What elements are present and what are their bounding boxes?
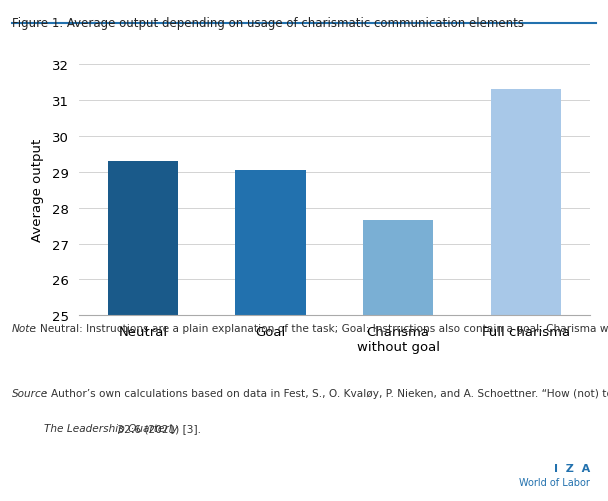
Text: The Leadership Quarterly: The Leadership Quarterly <box>44 423 178 433</box>
Bar <box>363 221 434 501</box>
Bar <box>235 171 306 501</box>
Text: : Neutral: Instructions are a plain explanation of the task; Goal: Instructions : : Neutral: Instructions are a plain expl… <box>33 323 608 333</box>
Text: World of Labor: World of Labor <box>519 477 590 487</box>
Text: Source: Source <box>12 388 49 398</box>
Text: : Author’s own calculations based on data in Fest, S., O. Kvaløy, P. Nieken, and: : Author’s own calculations based on dat… <box>44 388 608 398</box>
Text: Note: Note <box>12 323 37 333</box>
Text: Figure 1. Average output depending on usage of charismatic communication element: Figure 1. Average output depending on us… <box>12 17 524 30</box>
Y-axis label: Average output: Average output <box>31 139 44 242</box>
Text: I  Z  A: I Z A <box>553 463 590 473</box>
Bar <box>108 162 178 501</box>
Text: 32:6 (2021) [3].: 32:6 (2021) [3]. <box>114 423 201 433</box>
Bar <box>491 90 561 501</box>
